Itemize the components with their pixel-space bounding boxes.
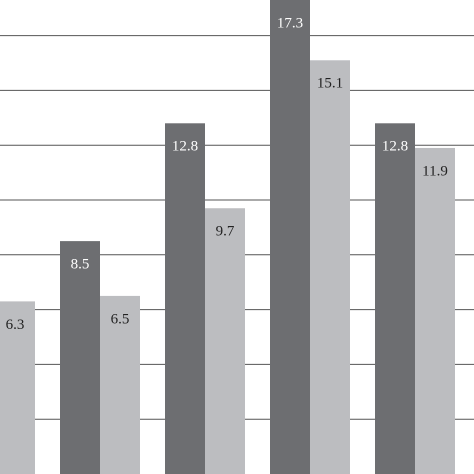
bar (270, 0, 310, 474)
bar (100, 295, 140, 474)
bar (375, 123, 415, 474)
bar (165, 123, 205, 474)
bar (0, 301, 35, 474)
value-label: 12.8 (382, 139, 408, 155)
value-label: 6.3 (6, 317, 25, 333)
bar (205, 208, 245, 474)
value-label: 15.1 (317, 76, 343, 92)
value-label: 9.7 (216, 224, 235, 240)
bar (60, 241, 100, 474)
value-label: 11.9 (422, 163, 448, 179)
value-label: 6.5 (111, 311, 130, 327)
value-label: 17.3 (277, 15, 303, 31)
bar (310, 60, 350, 474)
value-label: 12.8 (172, 139, 198, 155)
value-label: 8.5 (71, 257, 90, 273)
bar (415, 147, 455, 474)
